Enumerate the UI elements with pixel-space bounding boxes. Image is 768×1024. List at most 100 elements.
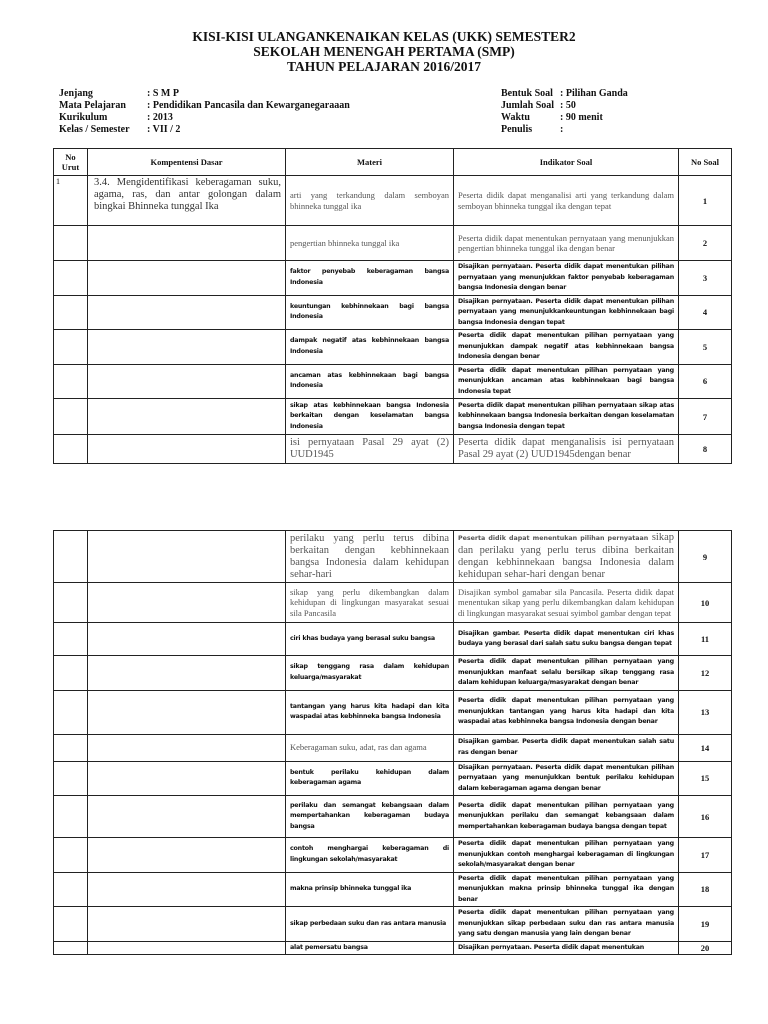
no-soal-cell: 15 bbox=[678, 760, 732, 796]
materi-cell: pengertian bhinneka tunggal ika bbox=[285, 225, 454, 261]
kompetensi-dasar-cell bbox=[87, 655, 286, 691]
document-subtitle-year: TAHUN PELAJARAN 2016/2017 bbox=[286, 59, 481, 74]
meta-value: : 90 menit bbox=[560, 112, 603, 123]
table-row: makna prinsip bhinneka tunggal ika Pesert… bbox=[53, 871, 732, 907]
meta-label: Mata Pelajaran bbox=[59, 100, 126, 111]
indikator-cell: Disajikan gambar. Peserta didik dapat me… bbox=[453, 622, 679, 656]
table-row: Keberagaman suku, adat, ras dan agama Dis… bbox=[53, 733, 732, 762]
indikator-cell: Peserta didik dapat menentukan pilihan p… bbox=[453, 837, 679, 873]
indikator-cell: Peserta didik dapat menentukan pilihan p… bbox=[453, 906, 679, 942]
meta-label: Kurikulum bbox=[59, 112, 108, 123]
no-soal-cell: 3 bbox=[678, 260, 732, 296]
kompetensi-dasar-cell bbox=[87, 940, 286, 955]
table-row: ancaman atas kebhinnekaan bagi bangsa In… bbox=[53, 363, 732, 399]
kompetensi-dasar-cell bbox=[87, 733, 286, 762]
table-row: sikap yang perlu dikembangkan dalam kehi… bbox=[53, 582, 732, 623]
kompetensi-dasar-cell bbox=[87, 582, 286, 623]
materi-cell: arti yang terkandung dalam semboyan bhin… bbox=[285, 175, 454, 226]
materi-cell: sikap perbedaan suku dan ras antara manu… bbox=[285, 906, 454, 942]
meta-value: : Pendidikan Pancasila dan Kewarganegara… bbox=[147, 100, 350, 111]
no-soal-cell: 4 bbox=[678, 294, 732, 330]
kompetensi-dasar-cell bbox=[87, 225, 286, 261]
indikator-cell: Peserta didik dapat menentukan pilihan p… bbox=[453, 530, 679, 583]
kompetensi-dasar-cell bbox=[87, 795, 286, 838]
meta-value: : S M P bbox=[147, 88, 179, 99]
no-urut-cell bbox=[53, 871, 88, 907]
no-soal-cell: 20 bbox=[678, 940, 732, 955]
indikator-cell: Disajikan pernyataan. Peserta didik dapa… bbox=[453, 260, 679, 296]
no-urut-cell bbox=[53, 363, 88, 399]
no-urut-cell bbox=[53, 622, 88, 656]
table-row: 1 3.4. Mengidentifikasi keberagaman suku,… bbox=[53, 175, 732, 226]
materi-cell: bentuk perilaku kehidupan dalam keberaga… bbox=[285, 760, 454, 796]
indikator-cell: Disajikan pernyataan. Peserta didik dapa… bbox=[453, 760, 679, 796]
no-urut-cell bbox=[53, 906, 88, 942]
document-title: KISI-KISI ULANGANKENAIKAN KELAS (UKK) SE… bbox=[192, 29, 576, 44]
materi-cell: sikap yang perlu dikembangkan dalam kehi… bbox=[285, 582, 454, 623]
table-row: dampak negatif atas kebhinnekaan bangsa … bbox=[53, 329, 732, 365]
meta-label: Waktu bbox=[501, 112, 530, 123]
kompetensi-dasar-cell bbox=[87, 760, 286, 796]
kompetensi-dasar-cell bbox=[87, 871, 286, 907]
meta-value: : VII / 2 bbox=[147, 124, 181, 135]
indikator-text: sikap dan perilaku yang perlu terus dibi… bbox=[458, 532, 674, 580]
kompetensi-dasar-cell: 3.4. Mengidentifikasi keberagaman suku, … bbox=[87, 175, 286, 226]
no-soal-cell: 12 bbox=[678, 655, 732, 691]
table-row: isi pernyataan Pasal 29 ayat (2) UUD1945… bbox=[53, 434, 732, 464]
table-row: faktor penyebab keberagaman bangsa Indon… bbox=[53, 260, 732, 296]
materi-cell: sikap tenggang rasa dalam kehidupan kelu… bbox=[285, 655, 454, 691]
no-urut-cell bbox=[53, 329, 88, 365]
materi-cell: isi pernyataan Pasal 29 ayat (2) UUD1945 bbox=[285, 434, 454, 464]
indikator-cell: Peserta didik dapat menentukan pilihan p… bbox=[453, 871, 679, 907]
kompetensi-dasar-cell bbox=[87, 398, 286, 435]
no-urut-cell bbox=[53, 530, 88, 583]
materi-cell: dampak negatif atas kebhinnekaan bangsa … bbox=[285, 329, 454, 365]
no-urut-cell bbox=[53, 795, 88, 838]
no-urut-cell bbox=[53, 434, 88, 464]
kompetensi-dasar-cell bbox=[87, 689, 286, 735]
kisi-kisi-table-page1: No Urut Kompentensi Dasar Materi Indikat… bbox=[53, 148, 732, 464]
indikator-cell: Disajikan symbol gamabar sila Pancasila.… bbox=[453, 582, 679, 623]
no-urut-cell bbox=[53, 760, 88, 796]
indikator-cell: Peserta didik dapat menganalisis isi per… bbox=[453, 434, 679, 464]
no-urut-cell bbox=[53, 225, 88, 261]
no-soal-cell: 1 bbox=[678, 175, 732, 226]
materi-cell: tantangan yang harus kita hadapi dan kit… bbox=[285, 689, 454, 735]
materi-cell: alat pemersatu bangsa bbox=[285, 940, 454, 955]
materi-cell: keuntungan kebhinnekaan bagi bangsa Indo… bbox=[285, 294, 454, 330]
meta-value: : 2013 bbox=[147, 112, 173, 123]
no-urut-cell: 1 bbox=[53, 175, 88, 226]
no-soal-cell: 19 bbox=[678, 906, 732, 942]
indikator-cell: Peserta didik dapat menentukan pilihan p… bbox=[453, 398, 679, 435]
no-urut-cell bbox=[53, 260, 88, 296]
table-row: ciri khas budaya yang berasal suku bangs… bbox=[53, 622, 732, 656]
no-soal-cell: 14 bbox=[678, 733, 732, 762]
kompetensi-dasar-cell bbox=[87, 294, 286, 330]
indikator-cell: Peserta didik dapat menganalisi arti yan… bbox=[453, 175, 679, 226]
table-row: sikap tenggang rasa dalam kehidupan kelu… bbox=[53, 655, 732, 691]
indikator-cell: Disajikan pernyataan. Peserta didik dapa… bbox=[453, 294, 679, 330]
table-row: sikap atas kebhinnekaan bangsa Indonesia… bbox=[53, 398, 732, 435]
materi-cell: perilaku dan semangat kebangsaan dalam m… bbox=[285, 795, 454, 838]
no-urut-cell bbox=[53, 940, 88, 955]
table-row: contoh menghargai keberagaman di lingkun… bbox=[53, 837, 732, 873]
meta-label: Penulis bbox=[501, 124, 533, 135]
meta-left: Jenjang: S M P Mata Pelajaran: Pendidika… bbox=[59, 88, 350, 136]
indikator-cell: Peserta didik dapat menentukan pernyataa… bbox=[453, 225, 679, 261]
table-row: perilaku yang perlu terus dibina berkait… bbox=[53, 530, 732, 583]
meta-label: Jumlah Soal bbox=[501, 100, 555, 111]
kompetensi-dasar-cell bbox=[87, 260, 286, 296]
table-row: keuntungan kebhinnekaan bagi bangsa Indo… bbox=[53, 294, 732, 330]
no-soal-cell: 2 bbox=[678, 225, 732, 261]
kompetensi-dasar-cell bbox=[87, 622, 286, 656]
kompetensi-dasar-cell bbox=[87, 530, 286, 583]
indikator-lead: Peserta didik dapat menentukan pilihan p… bbox=[458, 535, 649, 542]
header-materi: Materi bbox=[285, 148, 454, 176]
no-soal-cell: 17 bbox=[678, 837, 732, 873]
materi-cell: contoh menghargai keberagaman di lingkun… bbox=[285, 837, 454, 873]
meta-right: Bentuk Soal: Pilihan Ganda Jumlah Soal: … bbox=[501, 88, 628, 136]
indikator-cell: Peserta didik dapat menentukan pilihan p… bbox=[453, 655, 679, 691]
no-urut-cell bbox=[53, 582, 88, 623]
table-row: sikap perbedaan suku dan ras antara manu… bbox=[53, 906, 732, 942]
kisi-kisi-table-page2: perilaku yang perlu terus dibina berkait… bbox=[53, 530, 732, 955]
